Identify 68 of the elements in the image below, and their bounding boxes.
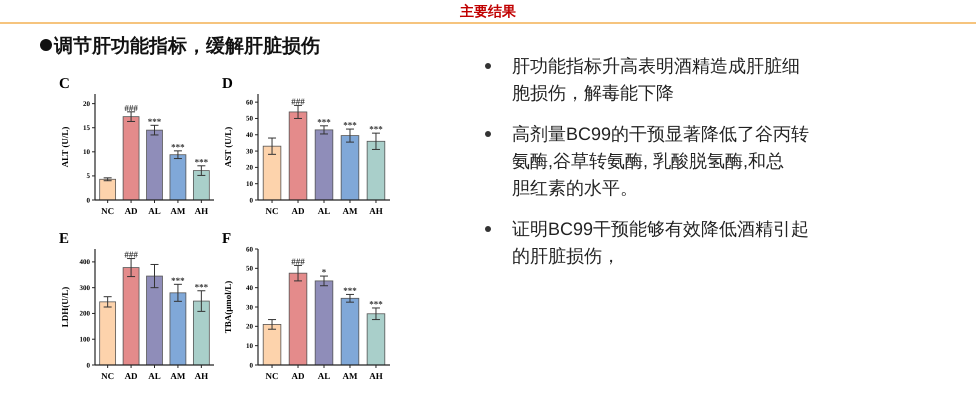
annotation: ### — [291, 96, 306, 106]
x-tick-label: AH — [369, 206, 383, 216]
annotation: ### — [124, 250, 138, 260]
annotation: *** — [369, 298, 384, 309]
y-axis-title: LDH(U/L) — [60, 286, 70, 328]
annotation: *** — [171, 142, 186, 152]
x-tick-label: AM — [342, 206, 358, 216]
bar — [288, 272, 308, 366]
bar — [192, 300, 210, 366]
x-tick-label: AL — [318, 371, 330, 381]
annotation: *** — [343, 120, 358, 130]
x-tick-label: NC — [101, 371, 114, 381]
x-tick-label: AH — [194, 206, 208, 216]
bar — [99, 301, 116, 366]
y-axis-title: TBA(μmol/L) — [223, 280, 233, 334]
bar — [314, 280, 334, 366]
bar — [262, 324, 282, 366]
bar — [262, 146, 282, 200]
x-tick-label: NC — [266, 206, 279, 216]
x-tick-label: AH — [194, 371, 208, 381]
bar — [170, 292, 186, 366]
annotation: *** — [148, 116, 162, 126]
x-tick-label: AD — [124, 206, 138, 216]
annotation: *** — [194, 282, 209, 292]
annotation: *** — [194, 156, 209, 167]
text: 调节肝功能指标，缓解肝脏损伤 — [53, 35, 320, 57]
chart-title: E — [59, 231, 70, 247]
x-tick-label: AD — [292, 206, 306, 216]
x-tick-label: AM — [170, 371, 186, 381]
annotation: *** — [343, 285, 358, 296]
bar — [192, 170, 210, 200]
bar — [314, 129, 334, 200]
x-tick-label: NC — [101, 206, 114, 216]
x-tick-label: AH — [369, 371, 383, 381]
x-tick-label: AD — [292, 371, 306, 381]
y-axis-title: AST (U/L) — [223, 126, 233, 168]
annotation: * — [322, 267, 327, 278]
x-tick-label: AM — [342, 371, 358, 381]
annotation: *** — [317, 116, 332, 127]
annotation: ### — [124, 102, 138, 113]
bar — [366, 140, 386, 200]
chart-title: C — [59, 76, 70, 92]
bar — [366, 313, 386, 366]
text: 主要结果 — [459, 3, 517, 19]
x-tick-label: AL — [318, 206, 330, 216]
bar — [99, 178, 116, 200]
chart-title: F — [222, 231, 232, 247]
bar — [146, 130, 163, 200]
x-tick-label: AL — [148, 371, 161, 381]
bar — [170, 154, 186, 200]
y-axis-title: ALT (U/L) — [60, 126, 70, 168]
text: 证明BC99干预能够有效降低酒精引起的肝脏损伤， — [512, 219, 810, 266]
text: 肝功能指标升高表明酒精造成肝脏细胞损伤，解毒能下降 — [512, 56, 800, 103]
chart-title: D — [222, 76, 233, 92]
text: 高剂量BC99的干预显著降低了谷丙转氨酶,谷草转氨酶, 乳酸脱氢酶,和总胆红素的水平。 — [512, 124, 810, 198]
bar — [288, 112, 308, 200]
x-tick-label: AL — [148, 206, 161, 216]
annotation: *** — [369, 124, 384, 134]
bar — [340, 135, 360, 200]
bar — [122, 116, 140, 200]
x-tick-label: AD — [124, 371, 138, 381]
x-tick-label: NC — [266, 371, 279, 381]
bar — [146, 276, 163, 366]
x-tick-label: AM — [170, 206, 186, 216]
annotation: ### — [291, 256, 306, 266]
bar — [340, 298, 360, 366]
bar — [122, 267, 140, 366]
annotation: *** — [171, 275, 186, 286]
